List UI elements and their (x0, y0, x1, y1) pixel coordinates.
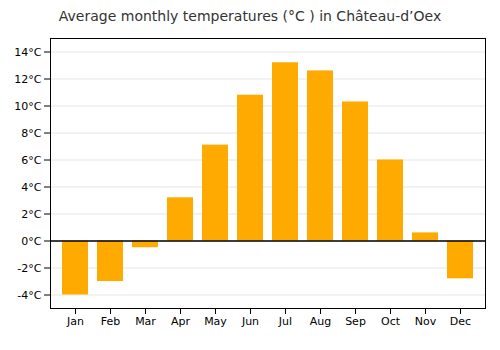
svg-text:6°C: 6°C (21, 154, 41, 167)
html-text:Average monthly temperatures (: Average monthly temperatures (°C ) in Ch… (58, 8, 442, 24)
svg-text:4°C: 4°C (21, 181, 41, 194)
svg-text:Mar: Mar (135, 315, 156, 328)
svg-text:12°C: 12°C (14, 73, 41, 86)
svg-text:Jul: Jul (278, 315, 292, 328)
svg-text:10°C: 10°C (14, 100, 41, 113)
svg-text:Jun: Jun (241, 315, 259, 328)
svg-text:Feb: Feb (101, 315, 120, 328)
svg-text:-2°C: -2°C (17, 262, 41, 275)
svg-text:Apr: Apr (171, 315, 191, 328)
svg-text:May: May (204, 315, 227, 328)
svg-text:Dec: Dec (450, 315, 471, 328)
svg-text:Aug: Aug (310, 315, 331, 328)
svg-text:Sep: Sep (345, 315, 366, 328)
svg-text:8°C: 8°C (21, 127, 41, 140)
svg-text:2°C: 2°C (21, 208, 41, 221)
svg-text:0°C: 0°C (21, 235, 41, 248)
svg-text:Jan: Jan (66, 315, 84, 328)
svg-text:Nov: Nov (415, 315, 437, 328)
svg-text:Oct: Oct (381, 315, 401, 328)
svg-text:14°C: 14°C (14, 46, 41, 59)
svg-text:-4°C: -4°C (17, 289, 41, 302)
